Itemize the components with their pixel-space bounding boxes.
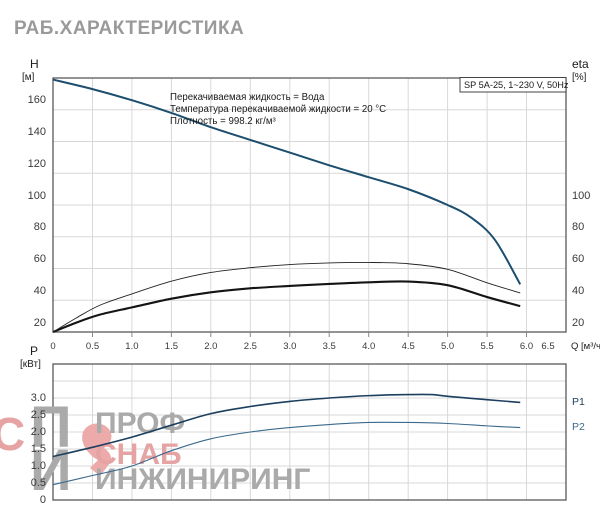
svg-text:[м]: [м] xyxy=(22,72,35,83)
svg-text:1.0: 1.0 xyxy=(31,460,46,472)
svg-text:2.0: 2.0 xyxy=(31,426,46,438)
svg-text:3.0: 3.0 xyxy=(31,392,46,404)
svg-text:H: H xyxy=(30,57,39,71)
svg-text:Q [м³/ч]: Q [м³/ч] xyxy=(571,341,600,352)
svg-text:ИНЖИНИРИНГ: ИНЖИНИРИНГ xyxy=(95,463,310,496)
svg-text:160: 160 xyxy=(28,94,46,106)
svg-text:1.5: 1.5 xyxy=(31,443,46,455)
svg-text:P1: P1 xyxy=(572,396,585,408)
svg-text:3.0: 3.0 xyxy=(283,341,296,352)
svg-text:1.0: 1.0 xyxy=(125,341,138,352)
svg-text:0: 0 xyxy=(50,341,55,352)
svg-text:80: 80 xyxy=(572,221,584,233)
svg-text:6.0: 6.0 xyxy=(520,341,533,352)
svg-text:[%]: [%] xyxy=(572,72,587,83)
svg-text:100: 100 xyxy=(572,190,590,202)
svg-text:0.5: 0.5 xyxy=(86,341,99,352)
svg-text:120: 120 xyxy=(28,158,46,170)
svg-text:40: 40 xyxy=(34,285,46,297)
svg-text:2.0: 2.0 xyxy=(204,341,217,352)
svg-text:2.5: 2.5 xyxy=(244,341,257,352)
svg-text:0.5: 0.5 xyxy=(31,477,46,489)
svg-text:[кВт]: [кВт] xyxy=(20,359,41,370)
svg-text:Температура перекачиваемой жид: Температура перекачиваемой жидкости = 20… xyxy=(170,104,386,115)
svg-text:60: 60 xyxy=(572,253,584,265)
svg-text:20: 20 xyxy=(572,317,584,329)
svg-text:80: 80 xyxy=(34,221,46,233)
svg-text:P2: P2 xyxy=(572,421,585,433)
svg-text:40: 40 xyxy=(572,285,584,297)
svg-text:1.5: 1.5 xyxy=(165,341,178,352)
svg-text:eta: eta xyxy=(572,57,589,71)
svg-text:P: P xyxy=(30,344,38,358)
svg-text:Перекачиваемая жидкость = Вода: Перекачиваемая жидкость = Вода xyxy=(170,92,325,103)
svg-text:SP 5A-25, 1~230 V, 50Hz: SP 5A-25, 1~230 V, 50Hz xyxy=(464,80,569,90)
svg-text:С: С xyxy=(0,408,25,460)
svg-text:3.5: 3.5 xyxy=(323,341,336,352)
svg-text:100: 100 xyxy=(28,190,46,202)
svg-text:4.5: 4.5 xyxy=(402,341,415,352)
svg-text:60: 60 xyxy=(34,253,46,265)
svg-text:5.5: 5.5 xyxy=(480,341,493,352)
svg-text:Плотность = 998.2 кг/м³: Плотность = 998.2 кг/м³ xyxy=(170,116,276,127)
svg-text:0: 0 xyxy=(40,494,46,506)
svg-text:20: 20 xyxy=(34,317,46,329)
svg-text:6.5: 6.5 xyxy=(541,341,554,352)
svg-text:5.0: 5.0 xyxy=(441,341,454,352)
svg-text:2.5: 2.5 xyxy=(31,409,46,421)
svg-text:140: 140 xyxy=(28,126,46,138)
svg-text:4.0: 4.0 xyxy=(362,341,375,352)
